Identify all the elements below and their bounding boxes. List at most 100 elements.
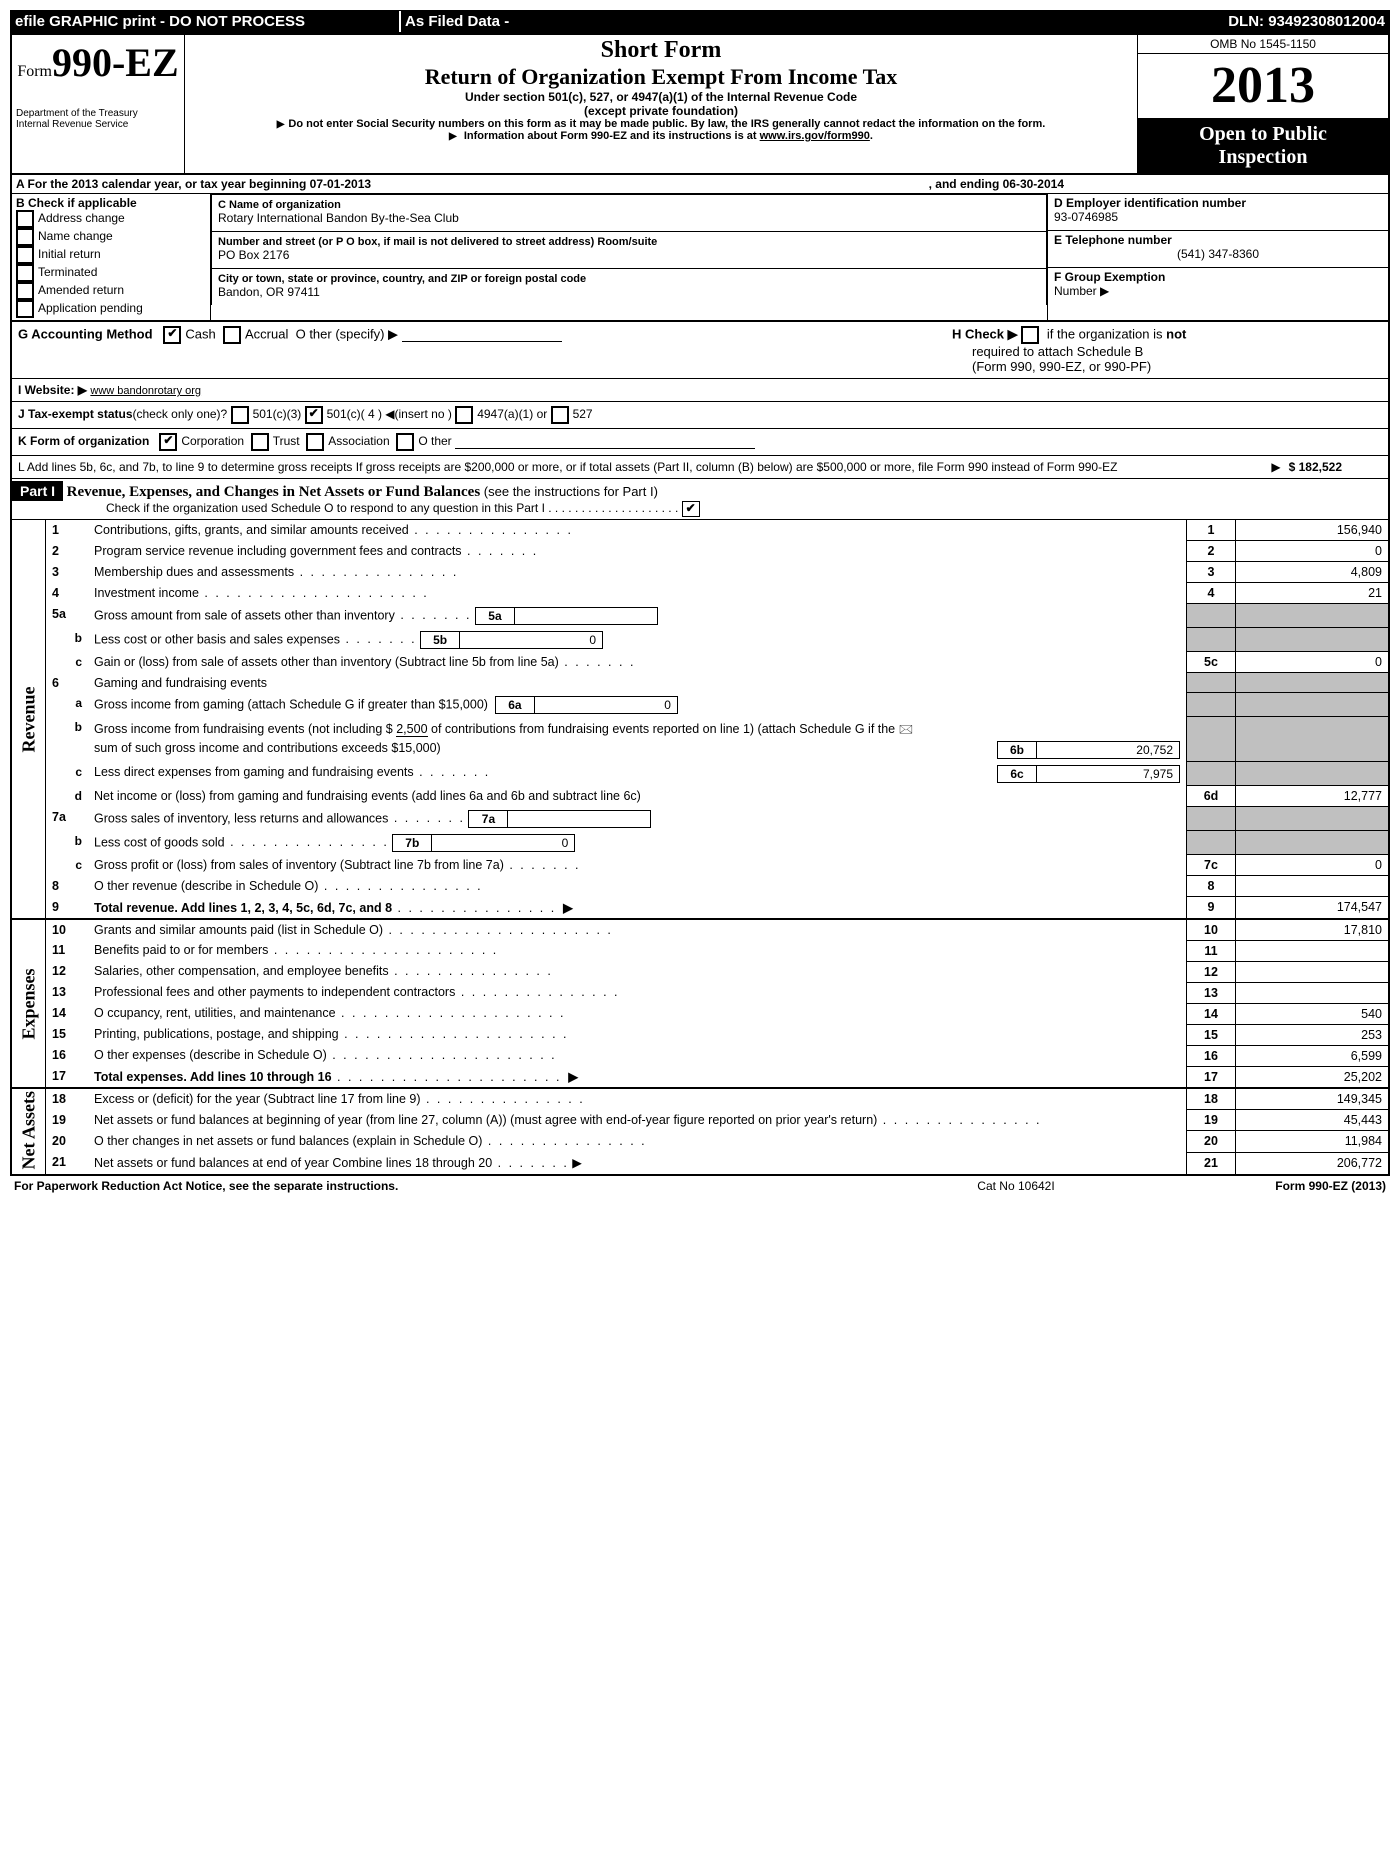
part-i-hint: (see the instructions for Part I): [484, 484, 658, 499]
f-cell: F Group Exemption Number ▶: [1048, 268, 1388, 304]
form-prefix: Form: [17, 63, 52, 80]
line-row: 3Membership dues and assessments34,809: [12, 562, 1388, 583]
h-label: H Check ▶: [952, 326, 1018, 341]
line-val: 156,940: [1236, 520, 1389, 541]
line-row: bLess cost or other basis and sales expe…: [12, 628, 1388, 652]
d-label: D Employer identification number: [1054, 196, 1246, 210]
warn-2: Information about Form 990-EZ and its in…: [191, 130, 1131, 142]
line-desc: Contributions, gifts, grants, and simila…: [94, 523, 409, 537]
c-city-val: Bandon, OR 97411: [218, 285, 320, 299]
efile-mid: As Filed Data -: [401, 11, 589, 32]
g-label: G Accounting Method: [18, 326, 153, 341]
k-o1: Corporation: [181, 434, 244, 448]
c-addr-label: Number and street (or P O box, if mail i…: [218, 236, 657, 248]
checkbox-icon[interactable]: [16, 210, 34, 228]
dept-irs: Internal Revenue Service: [14, 119, 182, 130]
efile-dln: DLN: 93492308012004: [1131, 11, 1389, 32]
checkbox-accrual-icon[interactable]: [223, 326, 241, 344]
line-row: 14O ccupancy, rent, utilities, and maint…: [12, 1003, 1388, 1024]
col-c: C Name of organization Rotary Internatio…: [211, 194, 1047, 320]
l-amount: $ 182,522: [1289, 460, 1382, 474]
h-line3: (Form 990, 990-EZ, or 990-PF): [952, 359, 1151, 374]
j-o1: 501(c)(3): [253, 407, 302, 421]
checkbox-icon[interactable]: [159, 433, 177, 451]
i-label: I Website: ▶: [18, 383, 87, 397]
line-row: cGain or (loss) from sale of assets othe…: [12, 652, 1388, 673]
checkbox-cash-icon[interactable]: [163, 326, 181, 344]
checkbox-icon[interactable]: [682, 501, 700, 517]
line-row: 21Net assets or fund balances at end of …: [12, 1152, 1388, 1173]
line-row: bGross income from fundraising events (n…: [12, 717, 1388, 762]
checkbox-icon[interactable]: [551, 406, 569, 424]
open-line1: Open to Public: [1199, 123, 1327, 145]
checkbox-icon[interactable]: [16, 264, 34, 282]
line-row: cGross profit or (loss) from sales of in…: [12, 855, 1388, 876]
line-row: 17Total expenses. Add lines 10 through 1…: [12, 1066, 1388, 1088]
h-text: if the organization is: [1047, 326, 1166, 341]
b-opt-2: Initial return: [16, 246, 206, 264]
subtitle-1: Under section 501(c), 527, or 4947(a)(1)…: [191, 90, 1131, 104]
part-i-sub: Check if the organization used Schedule …: [12, 501, 1388, 517]
open-inspection: Open to Public Inspection: [1138, 119, 1388, 173]
checkbox-icon[interactable]: [305, 406, 323, 424]
line-row: Net Assets 18Excess or (deficit) for the…: [12, 1088, 1388, 1110]
part-i-title: Revenue, Expenses, and Changes in Net As…: [67, 484, 481, 500]
omb-no: OMB No 1545-1150: [1138, 35, 1388, 54]
h-block: H Check ▶ if the organization is not req…: [942, 326, 1382, 374]
row-a: A For the 2013 calendar year, or tax yea…: [12, 175, 1388, 194]
warn-2-text: Information about Form 990-EZ and its in…: [464, 130, 760, 142]
d-cell: D Employer identification number 93-0746…: [1048, 194, 1388, 231]
form-left: Form990-EZ Department of the Treasury In…: [12, 35, 185, 173]
line-row: Expenses 10Grants and similar amounts pa…: [12, 919, 1388, 941]
checkbox-icon[interactable]: [455, 406, 473, 424]
checkbox-icon[interactable]: [251, 433, 269, 451]
line-row: 12Salaries, other compensation, and empl…: [12, 961, 1388, 982]
checkbox-icon[interactable]: [16, 300, 34, 318]
k-o3: Association: [328, 434, 389, 448]
g-left: G Accounting Method Cash Accrual O ther …: [18, 326, 942, 374]
checkbox-icon[interactable]: [16, 228, 34, 246]
efile-left: efile GRAPHIC print - DO NOT PROCESS: [11, 11, 401, 32]
form-outer: Form990-EZ Department of the Treasury In…: [10, 33, 1390, 1176]
dept-treasury: Department of the Treasury: [14, 108, 182, 119]
checkbox-icon[interactable]: [231, 406, 249, 424]
top-right: OMB No 1545-1150 2013 Open to Public Ins…: [1137, 35, 1388, 173]
line-row: 13Professional fees and other payments t…: [12, 982, 1388, 1003]
side-expenses: Expenses: [12, 919, 46, 1089]
c-city-label: City or town, state or province, country…: [218, 273, 586, 285]
website-link[interactable]: www bandonrotary org: [90, 385, 201, 397]
c-name-cell: C Name of organization Rotary Internatio…: [211, 194, 1047, 232]
b-title: B Check if applicable: [16, 196, 206, 210]
f-label2: Number ▶: [1054, 284, 1109, 298]
k-o4: O ther: [418, 434, 451, 448]
j-o2: 501(c)( 4 ) ◀(insert no ): [327, 407, 452, 421]
checkbox-icon[interactable]: [16, 246, 34, 264]
warn-1: Do not enter Social Security numbers on …: [191, 118, 1131, 130]
line-row: 4Investment income421: [12, 583, 1388, 604]
c-addr-cell: Number and street (or P O box, if mail i…: [211, 232, 1047, 269]
line-row: aGross income from gaming (attach Schedu…: [12, 693, 1388, 717]
j-hint: (check only one)?: [133, 407, 228, 421]
irs-link[interactable]: www.irs.gov/form990: [760, 130, 870, 142]
g-other: O ther (specify) ▶: [296, 326, 398, 341]
checkbox-icon[interactable]: [306, 433, 324, 451]
checkbox-h-icon[interactable]: [1021, 326, 1039, 344]
top-center: Short Form Return of Organization Exempt…: [185, 35, 1137, 173]
side-netassets: Net Assets: [12, 1088, 46, 1174]
k-row: K Form of organization Corporation Trust…: [12, 429, 1388, 456]
g-section: G Accounting Method Cash Accrual O ther …: [12, 322, 1388, 379]
h-not: not: [1166, 326, 1186, 341]
i-row: I Website: ▶ www bandonrotary org: [12, 379, 1388, 402]
e-val: (541) 347-8360: [1054, 247, 1382, 261]
footer-notice: For Paperwork Reduction Act Notice, see …: [14, 1179, 866, 1193]
short-form-title: Short Form: [191, 37, 1131, 64]
c-city-cell: City or town, state or province, country…: [211, 269, 1047, 305]
line-row: 16O ther expenses (describe in Schedule …: [12, 1045, 1388, 1066]
footer: For Paperwork Reduction Act Notice, see …: [10, 1176, 1390, 1196]
lines-table: Revenue 1 Contributions, gifts, grants, …: [12, 520, 1388, 1174]
efile-header: efile GRAPHIC print - DO NOT PROCESS As …: [10, 10, 1390, 33]
checkbox-icon[interactable]: [396, 433, 414, 451]
j-o3: 4947(a)(1) or: [477, 407, 547, 421]
checkbox-icon[interactable]: [16, 282, 34, 300]
j-o4: 527: [573, 407, 593, 421]
